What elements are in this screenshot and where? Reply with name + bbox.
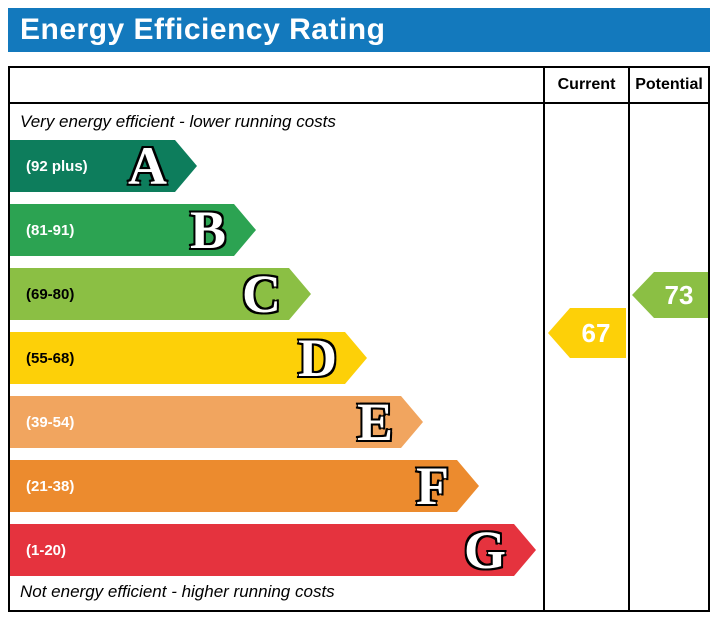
rating-bands: (92 plus) A (81-91) B (69-80) C (55-68) …	[10, 140, 543, 588]
title-bar: Energy Efficiency Rating	[8, 8, 710, 52]
band-f-letter: F	[416, 456, 449, 516]
potential-column	[628, 68, 708, 610]
band-e-range: (39-54)	[26, 413, 75, 431]
band-d-letter: D	[298, 328, 337, 388]
band-a-letter: A	[128, 136, 167, 196]
band-c-letter: C	[242, 264, 281, 324]
top-note: Very energy efficient - lower running co…	[20, 112, 336, 131]
band-a: (92 plus) A	[10, 140, 197, 192]
band-f: (21-38) F	[10, 460, 479, 512]
band-g-letter: G	[463, 520, 506, 580]
potential-column-header: Potential	[635, 76, 703, 93]
band-e: (39-54) E	[10, 396, 423, 448]
band-a-range: (92 plus)	[26, 157, 88, 175]
band-c-range: (69-80)	[26, 285, 75, 303]
band-b-letter: B	[189, 200, 226, 260]
chart-frame: Current Potential Very energy efficient …	[8, 66, 710, 612]
column-header-row: Current Potential	[10, 68, 708, 104]
current-column-header: Current	[557, 76, 616, 93]
current-column	[543, 68, 628, 610]
band-e-letter: E	[356, 392, 393, 452]
band-f-range: (21-38)	[26, 477, 75, 495]
current-rating-value: 67	[581, 317, 611, 348]
potential-rating-value: 73	[664, 279, 694, 310]
band-b-range: (81-91)	[26, 221, 75, 239]
band-d: (55-68) D	[10, 332, 367, 384]
band-g-range: (1-20)	[26, 541, 67, 559]
page-title: Energy Efficiency Rating	[20, 13, 386, 46]
band-c: (69-80) C	[10, 268, 311, 320]
band-g: (1-20) G	[10, 524, 536, 576]
bottom-note: Not energy efficient - higher running co…	[20, 582, 335, 601]
band-b: (81-91) B	[10, 204, 256, 256]
band-d-range: (55-68)	[26, 349, 75, 367]
